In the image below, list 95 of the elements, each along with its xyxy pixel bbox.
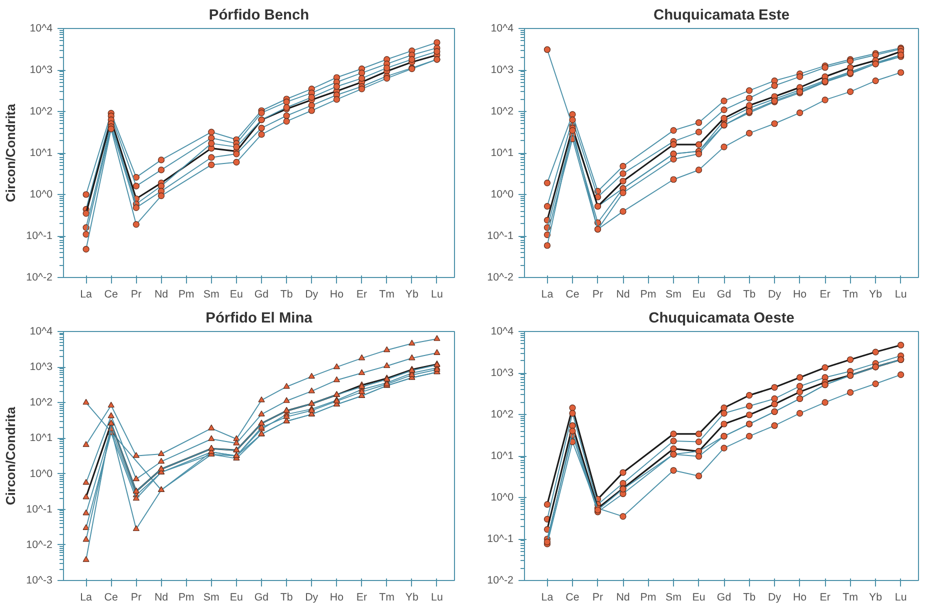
x-tick-label: Pr: [592, 592, 604, 604]
x-tick-label: La: [80, 288, 92, 300]
y-tick-label: 10^-2: [487, 272, 514, 284]
y-tick-label: 10^3: [490, 64, 514, 76]
x-tick-label: Tb: [280, 288, 293, 300]
x-tick-label: Pm: [640, 592, 656, 604]
y-tick-label: 10^0: [30, 468, 53, 480]
y-tick-label: 10^4: [490, 22, 514, 34]
x-tick-label: Yb: [869, 592, 882, 604]
y-tick-label: 10^4: [30, 22, 53, 34]
chart-title: Chuquicamata Oeste: [648, 310, 794, 326]
x-tick-label: Gd: [716, 288, 732, 300]
y-tick-label: 10^-1: [487, 533, 514, 545]
x-tick-label: Er: [820, 592, 831, 604]
y-tick-label: 10^2: [490, 106, 514, 118]
x-tick-label: Sm: [203, 288, 220, 300]
y-tick-label: 10^1: [490, 450, 514, 462]
y-tick-label: 10^2: [30, 396, 53, 409]
x-tick-label: Eu: [692, 592, 706, 604]
x-tick-label: Tb: [280, 592, 293, 604]
x-tick-label: Eu: [692, 288, 706, 300]
x-tick-label: Ho: [792, 592, 807, 604]
x-tick-label: La: [80, 592, 92, 604]
x-tick-label: Ho: [792, 288, 807, 300]
x-tick-label: Tb: [743, 288, 756, 300]
x-tick-label: Dy: [768, 288, 782, 300]
y-tick-label: 10^-1: [487, 230, 514, 242]
x-tick-label: Ho: [330, 288, 344, 300]
x-tick-label: Yb: [405, 592, 418, 604]
x-tick-label: Yb: [869, 288, 882, 300]
y-tick-label: 10^1: [30, 147, 53, 159]
y-tick-label: 10^-1: [26, 230, 53, 242]
x-tick-label: Dy: [305, 288, 319, 300]
y-tick-label: 10^1: [30, 432, 53, 444]
chart-title: Pórfido Bench: [208, 8, 310, 24]
y-tick-label: 10^4: [30, 326, 53, 338]
y-tick-label: 10^0: [30, 188, 53, 200]
x-tick-label: Er: [356, 288, 368, 300]
x-tick-label: Lu: [894, 592, 907, 604]
y-tick-label: 10^3: [30, 361, 53, 374]
x-tick-label: Ce: [104, 288, 118, 300]
x-tick-label: Gd: [254, 288, 269, 300]
x-tick-label: Lu: [431, 592, 443, 604]
x-tick-label: Gd: [254, 592, 269, 604]
x-tick-label: Tm: [842, 288, 858, 300]
y-tick-label: 10^-2: [487, 574, 514, 586]
x-tick-label: Nd: [616, 592, 630, 604]
x-tick-label: Pr: [592, 288, 604, 300]
y-axis-title: Circon/Condrita: [3, 103, 18, 202]
x-tick-label: Tb: [743, 592, 756, 604]
x-tick-label: Eu: [230, 288, 244, 300]
x-tick-label: Nd: [154, 592, 168, 604]
y-tick-label: 10^3: [30, 64, 53, 76]
y-tick-label: 10^3: [490, 367, 514, 379]
x-tick-label: Gd: [716, 592, 732, 604]
x-tick-label: Pr: [130, 592, 142, 604]
y-tick-label: 10^2: [490, 408, 514, 420]
x-tick-label: Tm: [842, 592, 858, 604]
y-tick-label: 10^-3: [26, 574, 53, 586]
x-tick-label: Pm: [178, 288, 194, 300]
x-tick-label: Ce: [566, 592, 580, 604]
x-tick-label: Pm: [640, 288, 656, 300]
x-tick-label: Tm: [379, 288, 395, 300]
x-tick-label: Eu: [230, 592, 244, 604]
y-tick-label: 10^0: [490, 188, 514, 200]
y-tick-label: 10^-2: [26, 538, 53, 551]
x-tick-label: Er: [820, 288, 831, 300]
x-tick-label: Sm: [666, 288, 682, 300]
x-tick-label: La: [541, 592, 554, 604]
x-tick-label: Yb: [405, 288, 418, 300]
x-tick-label: Nd: [154, 288, 168, 300]
x-tick-label: Dy: [768, 592, 782, 604]
x-tick-label: La: [541, 288, 554, 300]
x-tick-label: Sm: [666, 592, 682, 604]
x-tick-label: Pm: [178, 592, 194, 604]
y-tick-label: 10^-1: [26, 503, 53, 516]
x-tick-label: Sm: [203, 592, 220, 604]
x-tick-label: Tm: [379, 592, 395, 604]
chart-title: Chuquicamata Este: [653, 8, 790, 24]
y-axis-title: Circon/Condrita: [3, 406, 18, 506]
x-tick-label: Er: [356, 592, 368, 604]
x-tick-label: Pr: [130, 288, 142, 300]
y-tick-label: 10^2: [30, 106, 53, 118]
chart-title: Pórfido El Mina: [206, 310, 314, 326]
x-tick-label: Ce: [104, 592, 118, 604]
x-tick-label: Lu: [431, 288, 443, 300]
y-tick-label: 10^-2: [26, 272, 53, 284]
x-tick-label: Ho: [330, 592, 344, 604]
x-tick-label: Nd: [616, 288, 630, 300]
y-tick-label: 10^1: [490, 147, 514, 159]
x-tick-label: Lu: [894, 288, 907, 300]
x-tick-label: Dy: [305, 592, 319, 604]
x-tick-label: Ce: [566, 288, 580, 300]
y-tick-label: 10^4: [490, 326, 514, 338]
y-tick-label: 10^0: [490, 492, 514, 504]
